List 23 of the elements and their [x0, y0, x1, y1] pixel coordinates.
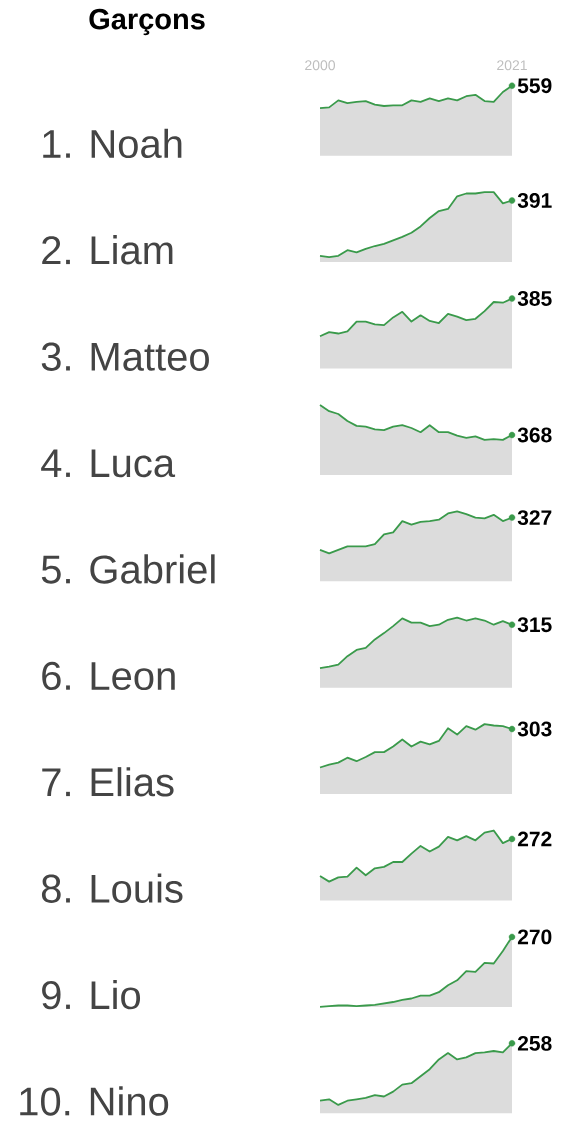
y-axis-title: 6. Leon [42, 661, 175, 691]
text: 368 [517, 427, 552, 443]
y-axis-title: 7. Elias [42, 767, 174, 797]
x-tick-label: 2021 [497, 60, 527, 71]
text: 270 [517, 929, 552, 945]
text: 327 [517, 510, 552, 526]
y-axis-title: 4. Luca [41, 449, 176, 478]
y-axis-title: 10. Nino [20, 1086, 169, 1116]
text: 272 [517, 831, 552, 847]
chart-title: Garçons [89, 8, 205, 36]
y-axis-title: 3. Matteo [41, 342, 209, 371]
text: 315 [517, 617, 552, 633]
text: 385 [517, 291, 552, 306]
x-tick-label: 2000 [305, 60, 336, 71]
text: 559 [517, 78, 552, 94]
y-axis-title: 8. Louis [41, 873, 183, 903]
y-axis-title: 9. Lio [42, 979, 141, 1010]
text: 391 [517, 193, 552, 208]
text: 303 [517, 721, 552, 737]
text: 258 [517, 1035, 552, 1051]
y-axis-title: 2. Liam [42, 235, 173, 265]
y-axis-title: 1. Noah [43, 128, 182, 159]
y-axis-title: 5. Gabriel [41, 554, 215, 584]
